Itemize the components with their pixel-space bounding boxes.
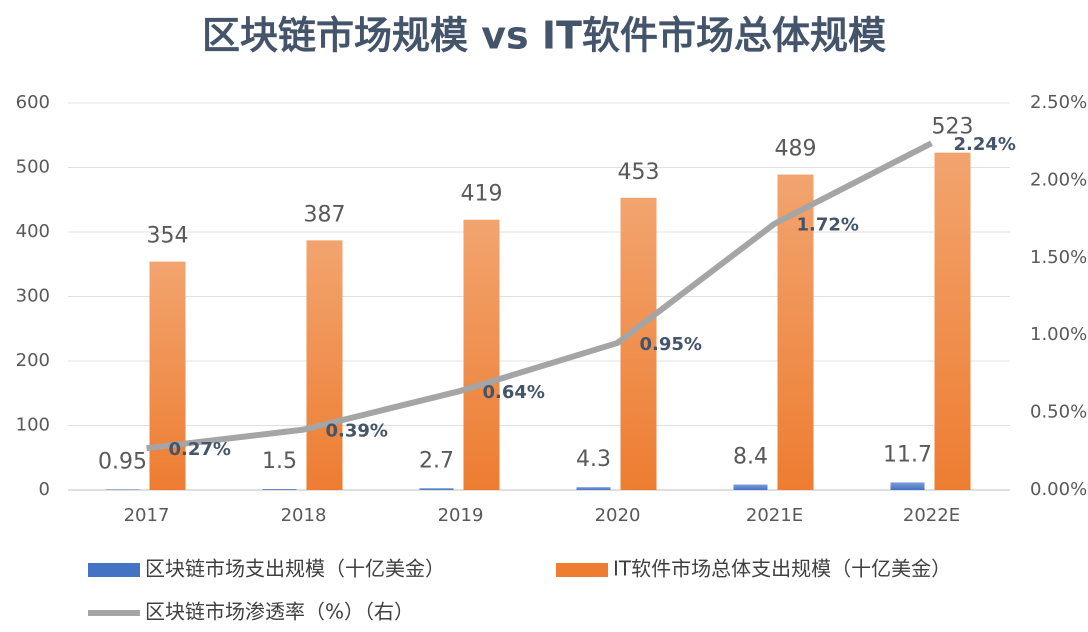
line-value-label: 0.27%	[169, 439, 231, 460]
y2-tick-label: 0.50%	[1030, 402, 1087, 423]
line-value-label: 1.72%	[797, 215, 859, 236]
y2-tick-label: 1.50%	[1030, 247, 1087, 268]
bar-shade	[576, 487, 611, 490]
bar-shade	[890, 482, 925, 490]
line	[146, 140, 933, 452]
bar-shade	[934, 152, 971, 491]
line-value-label: 0.95%	[640, 334, 702, 355]
legend-label: 区块链市场支出规模（十亿美金）	[145, 557, 445, 581]
x-tick-label: 2019	[438, 505, 484, 526]
y-tick-label: 600	[16, 92, 50, 113]
y-tick-label: 0	[39, 479, 50, 500]
y2-tick-label: 2.50%	[1030, 92, 1087, 113]
legend-swatch	[556, 563, 608, 577]
y2-tick-label: 0.00%	[1030, 479, 1087, 500]
value-label: 8.4	[733, 445, 768, 470]
value-label: 419	[461, 182, 503, 207]
value-label: 523	[932, 115, 974, 140]
x-tick-label: 2021E	[746, 505, 803, 526]
x-tick-label: 2018	[281, 505, 327, 526]
chart-title: 区块链市场规模 vs IT软件市场总体规模	[202, 14, 886, 58]
legend-label: 区块链市场渗透率（%）（右）	[145, 600, 414, 624]
y-tick-label: 200	[16, 350, 50, 371]
bar-shade	[149, 261, 186, 490]
value-label: 2.7	[419, 448, 454, 473]
legend-label: IT软件市场总体支出规模（十亿美金）	[613, 557, 951, 581]
value-label: 11.7	[883, 442, 932, 467]
value-label: 489	[775, 137, 817, 162]
bar-shade	[262, 489, 297, 490]
y2-tick-label: 1.00%	[1030, 324, 1087, 345]
value-label: 354	[147, 224, 189, 249]
legend-swatch	[88, 563, 140, 577]
y2-tick-label: 2.00%	[1030, 169, 1087, 190]
y-tick-label: 300	[16, 286, 50, 307]
line-value-label: 0.39%	[326, 421, 388, 442]
value-label: 387	[304, 202, 346, 227]
bar-shade	[306, 240, 343, 490]
value-label: 0.95	[98, 449, 147, 474]
y-tick-label: 500	[16, 157, 50, 178]
y-tick-label: 100	[16, 415, 50, 436]
bar-shade	[463, 219, 500, 490]
line-value-label: 0.64%	[483, 382, 545, 403]
line-value-label: 2.24%	[954, 134, 1016, 155]
bar-shade	[620, 197, 657, 490]
value-label: 4.3	[576, 447, 611, 472]
bar-shade	[419, 488, 454, 490]
bar-shade	[733, 484, 768, 490]
value-label: 1.5	[262, 449, 297, 474]
x-tick-label: 2020	[595, 505, 641, 526]
value-label: 453	[618, 160, 660, 185]
bar-shade	[105, 489, 140, 490]
x-tick-label: 2017	[124, 505, 170, 526]
y-tick-label: 400	[16, 221, 50, 242]
x-tick-label: 2022E	[903, 505, 960, 526]
bar-shade	[777, 174, 814, 490]
